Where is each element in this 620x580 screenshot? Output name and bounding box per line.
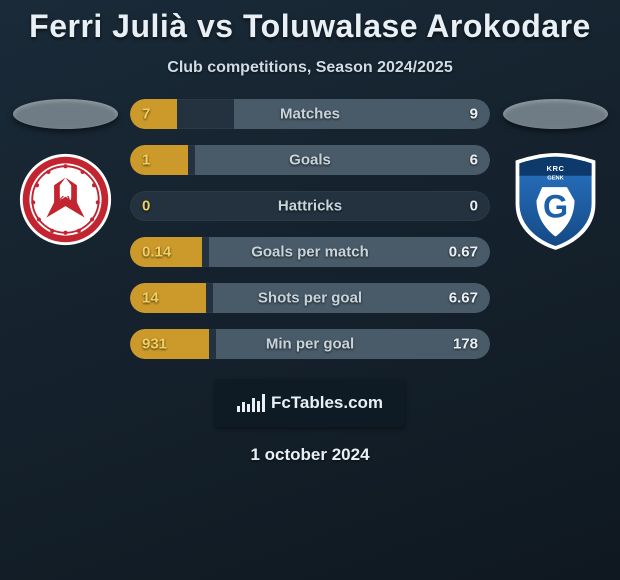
stat-label: Min per goal [266,336,354,353]
svg-text:G: G [542,189,567,225]
stat-bar-right [234,99,490,129]
stat-row: 931 178 Min per goal [130,329,490,359]
stats-list: 7 9 Matches 1 6 Goals 0 0 Hattricks 0.14 0.67 Goals… [130,99,490,359]
stat-label: Shots per goal [258,290,362,307]
stat-value-left: 7 [142,106,150,123]
stat-value-right: 6.67 [449,290,478,307]
right-avatar-placeholder [503,99,608,129]
stat-value-left: 0.14 [142,244,171,261]
snapshot-date: 1 october 2024 [0,445,620,465]
stat-row: 1 6 Goals [130,145,490,175]
fctables-logo: FcTables.com [215,379,405,427]
stat-value-right: 178 [453,336,478,353]
right-player-column: KRC GENK G [500,99,610,252]
comparison-panel: K V 7 9 Matches 1 6 Goals 0 0 Hattricks 0.14 0.67 G… [0,99,620,359]
left-player-column: K V [10,99,120,252]
stat-bar-left [130,145,188,175]
stat-bar-left [130,99,177,129]
svg-text:K V: K V [57,194,74,205]
logo-bars-icon [237,394,265,412]
stat-value-right: 0 [470,198,478,215]
stat-value-left: 0 [142,198,150,215]
stat-value-right: 0.67 [449,244,478,261]
subtitle: Club competitions, Season 2024/2025 [0,59,620,77]
stat-bar-right [195,145,490,175]
stat-row: 0 0 Hattricks [130,191,490,221]
right-club-badge: KRC GENK G [508,147,603,252]
stat-value-right: 9 [470,106,478,123]
stat-row: 0.14 0.67 Goals per match [130,237,490,267]
left-club-badge: K V [18,147,113,252]
stat-value-left: 1 [142,152,150,169]
page-title: Ferri Julià vs Toluwalase Arokodare [0,0,620,45]
stat-value-right: 6 [470,152,478,169]
svg-text:GENK: GENK [547,176,564,182]
stat-label: Goals per match [251,244,369,261]
left-avatar-placeholder [13,99,118,129]
svg-text:KRC: KRC [546,164,564,173]
stat-row: 7 9 Matches [130,99,490,129]
stat-label: Hattricks [278,198,342,215]
stat-value-left: 931 [142,336,167,353]
stat-label: Goals [289,152,331,169]
stat-row: 14 6.67 Shots per goal [130,283,490,313]
logo-text: FcTables.com [271,393,383,413]
stat-value-left: 14 [142,290,159,307]
stat-label: Matches [280,106,340,123]
